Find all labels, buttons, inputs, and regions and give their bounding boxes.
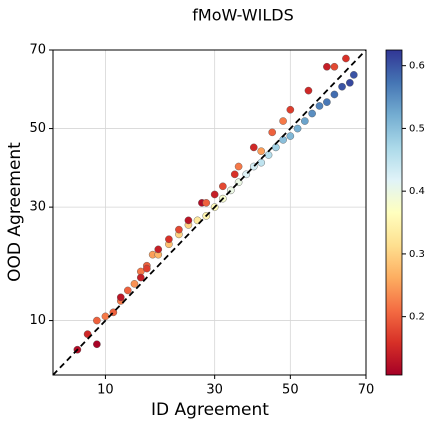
point <box>93 340 101 349</box>
colorbar-tick-label: 0.3 <box>409 249 425 260</box>
point <box>136 273 145 282</box>
diagonal <box>52 49 367 376</box>
colorbar-tick-label: 0.6 <box>409 61 425 72</box>
point <box>230 170 239 179</box>
point <box>130 280 139 288</box>
point <box>293 124 302 133</box>
point <box>286 132 295 140</box>
point <box>301 117 309 125</box>
point <box>219 182 227 191</box>
point <box>124 286 132 295</box>
point <box>308 109 316 118</box>
y-tick-label: 50 <box>29 121 46 136</box>
point <box>249 143 258 152</box>
x-tick-label: 70 <box>358 383 375 398</box>
colorbar <box>385 49 403 376</box>
colorbar-tick-label: 0.5 <box>409 123 425 134</box>
point <box>323 62 331 71</box>
y-tick-label: 70 <box>29 43 46 58</box>
point <box>342 54 350 63</box>
point <box>330 62 339 71</box>
point <box>101 312 110 321</box>
point <box>330 90 339 99</box>
plot: 10 30 50 70 10 30 50 70 0.2 0.3 0.4 0.5 0.6 <box>29 43 424 398</box>
x-tick-label: 30 <box>206 383 223 398</box>
y-tick-label: 30 <box>29 200 46 215</box>
point <box>202 199 211 207</box>
point <box>304 86 313 95</box>
point <box>210 190 219 199</box>
point <box>116 293 125 302</box>
x-tick-label: 50 <box>282 383 299 398</box>
point <box>315 102 324 110</box>
point <box>268 128 277 137</box>
x-axis-label: ID Agreement <box>151 400 269 420</box>
point <box>143 264 151 273</box>
point <box>346 78 354 87</box>
y-axis-label: OOD Agreement <box>5 142 25 282</box>
point <box>175 225 183 234</box>
point <box>184 216 193 225</box>
point <box>154 245 163 254</box>
chart-title: fMoW-WILDS <box>192 6 293 25</box>
point <box>264 151 273 159</box>
point <box>234 162 243 171</box>
point <box>350 71 358 79</box>
point <box>279 117 287 125</box>
y-tick-label: 10 <box>29 313 46 328</box>
colorbar-tick-label: 0.4 <box>409 186 425 197</box>
x-tick-label: 10 <box>97 383 114 398</box>
point <box>338 82 346 91</box>
plot-frame <box>52 49 367 376</box>
point <box>93 316 101 325</box>
point <box>165 235 173 244</box>
colorbar-tick-label: 0.2 <box>409 312 425 323</box>
point <box>323 98 331 106</box>
point <box>286 105 295 114</box>
point <box>257 147 266 155</box>
